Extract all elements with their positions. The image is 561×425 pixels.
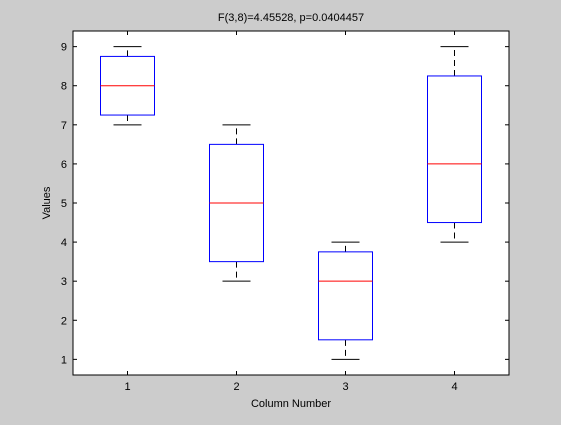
x-tick-label: 1 bbox=[124, 381, 130, 393]
y-tick-label: 7 bbox=[61, 120, 67, 132]
box bbox=[318, 251, 373, 341]
chart-title: F(3,8)=4.45528, p=0.0404457 bbox=[218, 12, 364, 24]
boxes-layer bbox=[100, 46, 482, 360]
y-tick-label: 6 bbox=[61, 159, 67, 171]
x-axis-label: Column Number bbox=[251, 398, 331, 410]
axes-frame bbox=[72, 30, 510, 376]
x-tick-label: 4 bbox=[451, 381, 457, 393]
y-tick-label: 9 bbox=[61, 42, 67, 54]
box-group-4 bbox=[427, 46, 482, 243]
y-tick-label: 3 bbox=[61, 276, 67, 288]
x-tick-label: 3 bbox=[342, 381, 348, 393]
box-group-1 bbox=[100, 46, 155, 126]
y-tick-label: 5 bbox=[61, 198, 67, 210]
box bbox=[427, 75, 482, 224]
y-tick-label: 4 bbox=[61, 237, 67, 249]
y-tick-label: 2 bbox=[61, 315, 67, 327]
ticks-layer: 1 2 3 4 1 2 3 4 5 6 7 8 9 bbox=[61, 31, 509, 393]
y-axis-label: Values bbox=[41, 186, 53, 219]
box-group-3 bbox=[318, 241, 373, 360]
y-tick-label: 8 bbox=[61, 81, 67, 93]
axes-background bbox=[73, 31, 509, 375]
box-group-2 bbox=[209, 124, 264, 282]
x-tick-label: 2 bbox=[233, 381, 239, 393]
y-tick-label: 1 bbox=[61, 354, 67, 366]
